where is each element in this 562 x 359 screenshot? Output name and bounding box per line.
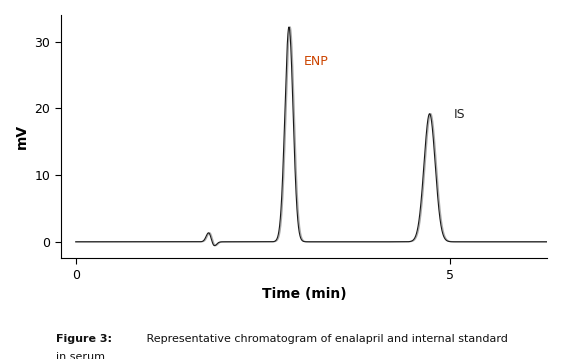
Text: IS: IS: [454, 108, 465, 121]
Y-axis label: mV: mV: [15, 124, 29, 149]
Text: Representative chromatogram of enalapril and internal standard: Representative chromatogram of enalapril…: [143, 334, 508, 344]
X-axis label: Time (min): Time (min): [262, 288, 346, 302]
Text: in serum.: in serum.: [56, 352, 109, 359]
Text: Figure 3:: Figure 3:: [56, 334, 112, 344]
Text: ENP: ENP: [304, 55, 329, 68]
